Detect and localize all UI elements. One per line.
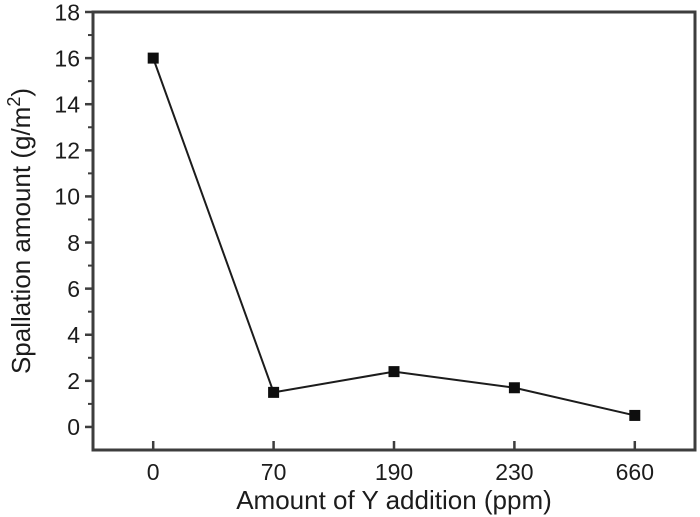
data-point-marker <box>508 382 520 394</box>
x-tick-label: 230 <box>495 459 533 485</box>
y-tick-label: 18 <box>54 0 80 25</box>
data-point-marker <box>629 409 641 421</box>
data-point-marker <box>147 52 159 64</box>
y-tick-label: 12 <box>54 138 80 164</box>
data-point-marker <box>268 386 280 398</box>
x-axis-title: Amount of Y addition (ppm) <box>236 485 552 515</box>
y-tick-label: 8 <box>67 230 80 256</box>
x-tick-label: 190 <box>375 459 413 485</box>
data-line <box>152 57 636 417</box>
y-tick-label: 6 <box>67 276 80 302</box>
data-point-marker <box>388 366 400 378</box>
y-axis-title-close: ) <box>6 88 36 97</box>
y-tick-label: 0 <box>67 414 80 440</box>
x-tick-label: 70 <box>261 459 287 485</box>
y-tick-label: 2 <box>67 368 80 394</box>
plot-frame <box>91 10 697 452</box>
y-tick-label: 10 <box>54 184 80 210</box>
x-tick-label: 660 <box>616 459 654 485</box>
y-tick-label: 14 <box>54 91 80 117</box>
y-tick-label: 16 <box>54 45 80 71</box>
y-axis-title-superscript: 2 <box>4 97 24 107</box>
y-axis-title: Spallation amount (g/m2) <box>4 88 36 374</box>
y-tick-label: 4 <box>67 322 80 348</box>
x-tick-label: 0 <box>147 459 160 485</box>
y-axis-title-base: Spallation amount (g/m <box>6 107 36 374</box>
